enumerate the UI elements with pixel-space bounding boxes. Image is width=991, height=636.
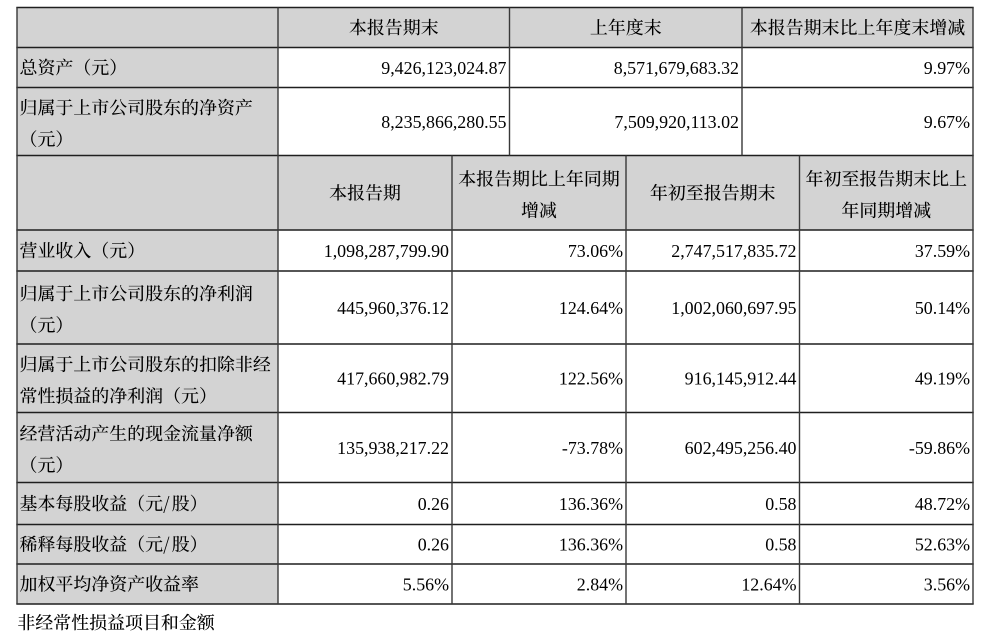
svg-text:135,938,217.22: 135,938,217.22 [337, 438, 449, 458]
svg-text:0.58: 0.58 [765, 535, 796, 555]
svg-text:136.36%: 136.36% [559, 535, 623, 555]
svg-text:7,509,920,113.02: 7,509,920,113.02 [614, 112, 739, 132]
svg-text:5.56%: 5.56% [403, 574, 449, 594]
svg-text:52.63%: 52.63% [915, 535, 970, 555]
svg-text:9.97%: 9.97% [924, 58, 970, 78]
svg-text:0.26: 0.26 [418, 535, 449, 555]
svg-text:48.72%: 48.72% [915, 494, 970, 514]
svg-text:1,002,060,697.95: 1,002,060,697.95 [671, 298, 796, 318]
svg-text:0.58: 0.58 [765, 494, 796, 514]
svg-text:50.14%: 50.14% [915, 298, 970, 318]
svg-text:2.84%: 2.84% [577, 574, 623, 594]
svg-text:12.64%: 12.64% [741, 574, 796, 594]
svg-text:417,660,982.79: 417,660,982.79 [337, 369, 449, 389]
svg-text:602,495,256.40: 602,495,256.40 [685, 438, 797, 458]
svg-text:37.59%: 37.59% [915, 241, 970, 261]
svg-text:9.67%: 9.67% [924, 112, 970, 132]
svg-text:0.26: 0.26 [418, 494, 449, 514]
svg-text:124.64%: 124.64% [559, 298, 623, 318]
svg-text:-59.86%: -59.86% [909, 438, 970, 458]
svg-text:49.19%: 49.19% [915, 369, 970, 389]
svg-text:916,145,912.44: 916,145,912.44 [685, 369, 797, 389]
svg-text:8,571,679,683.32: 8,571,679,683.32 [614, 58, 739, 78]
svg-text:9,426,123,024.87: 9,426,123,024.87 [381, 58, 506, 78]
svg-text:-73.78%: -73.78% [562, 438, 623, 458]
svg-text:1,098,287,799.90: 1,098,287,799.90 [324, 241, 449, 261]
svg-text:136.36%: 136.36% [559, 494, 623, 514]
svg-text:8,235,866,280.55: 8,235,866,280.55 [381, 112, 506, 132]
svg-text:3.56%: 3.56% [924, 574, 970, 594]
svg-text:73.06%: 73.06% [568, 241, 623, 261]
svg-text:122.56%: 122.56% [559, 369, 623, 389]
svg-text:445,960,376.12: 445,960,376.12 [337, 298, 449, 318]
svg-text:2,747,517,835.72: 2,747,517,835.72 [671, 241, 796, 261]
